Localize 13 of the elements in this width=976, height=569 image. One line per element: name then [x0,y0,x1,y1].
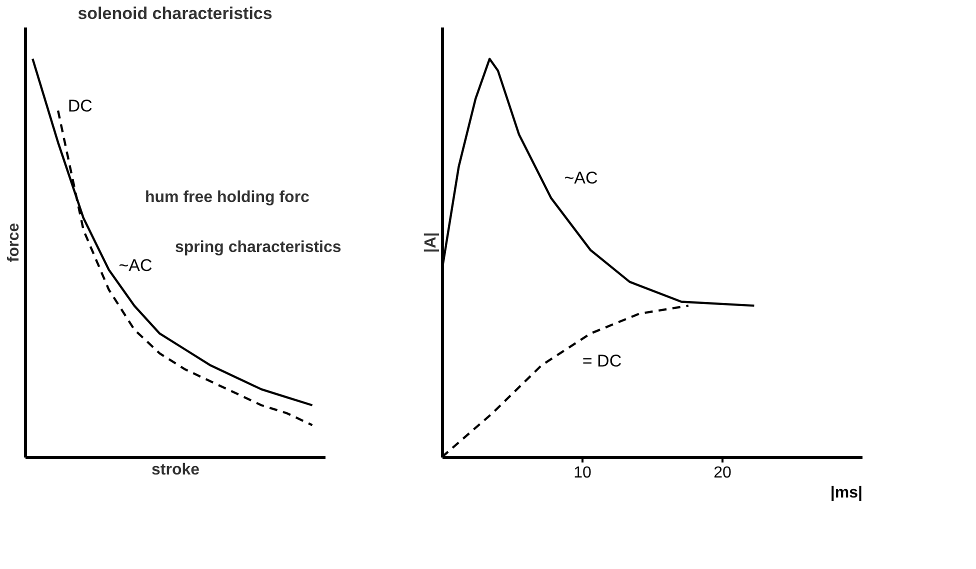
chart-title: solenoid characteristics [78,4,272,23]
x-axis-title: stroke [151,462,200,478]
series-label: ~AC [564,168,598,188]
y-axis-title: |A| [422,232,440,253]
y-axis-title: force [6,222,22,262]
series-label: ~AC [118,256,152,275]
x-tick-label: 20 [714,464,732,482]
series-label: = DC [582,351,622,370]
annotation: hum free holding forc [145,189,310,206]
x-tick-label: 10 [574,464,592,482]
x-axis-title: |ms| [830,484,862,502]
series-label: DC [68,96,92,116]
annotation: spring characteristics [175,239,342,256]
